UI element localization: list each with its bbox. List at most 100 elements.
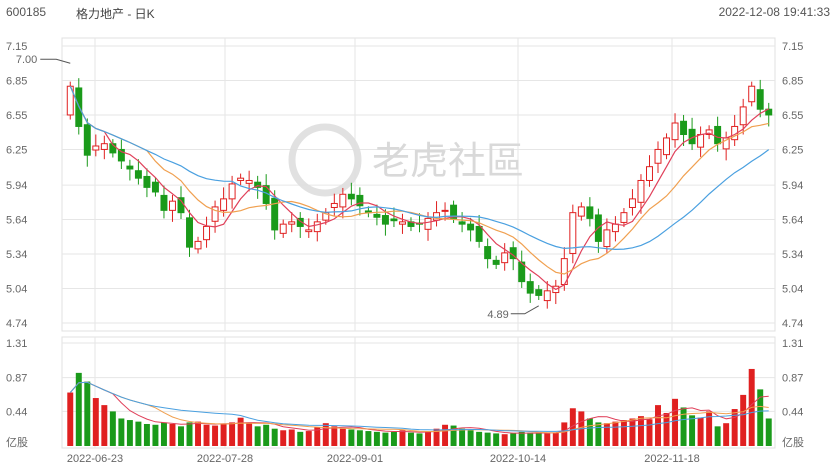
candle-body — [603, 229, 611, 248]
ma10-line — [69, 85, 769, 275]
candle-body — [186, 217, 193, 248]
candle-body — [126, 165, 134, 170]
watermark-text: 老虎社區 — [372, 139, 524, 183]
candle-body — [492, 259, 500, 265]
candle-body — [424, 217, 432, 230]
candle-body — [271, 197, 279, 231]
candle-body — [117, 148, 125, 162]
volume-bar — [697, 417, 704, 446]
candle-body — [756, 89, 764, 110]
candle-body — [143, 175, 151, 188]
volume-bar — [740, 394, 747, 446]
volume-bar — [416, 433, 423, 446]
volume-bar — [569, 408, 576, 446]
candle-body — [663, 137, 671, 156]
candle-body — [254, 181, 262, 188]
volume-bar — [178, 426, 184, 446]
candle-body — [92, 145, 100, 151]
candle-body — [714, 125, 722, 145]
candle-body — [279, 223, 287, 234]
volume-bar — [535, 433, 542, 446]
candle-body — [168, 200, 176, 211]
volume-bar — [118, 418, 125, 446]
volume-ma10-line — [69, 381, 769, 434]
volume-bar — [297, 431, 304, 446]
volume-bar — [356, 430, 363, 446]
candle-body — [83, 124, 91, 156]
candle-body — [628, 198, 636, 208]
volume-tick-left: 0.44 — [6, 406, 27, 418]
price-tick-right: 7.15 — [782, 41, 803, 53]
candle-body — [697, 134, 705, 148]
volume-bar — [229, 422, 236, 446]
price-tick-left: 5.94 — [6, 180, 27, 192]
volume-bar — [603, 423, 610, 446]
candle-body — [739, 106, 747, 126]
candle-body — [484, 246, 492, 260]
price-panel-frame — [61, 37, 776, 332]
volume-bar — [510, 433, 517, 446]
volume-bar — [612, 421, 619, 446]
volume-bar — [655, 405, 661, 446]
volume-bar — [75, 372, 82, 446]
volume-bar — [126, 420, 133, 446]
volume-bar — [220, 423, 227, 446]
candle-body — [220, 198, 228, 211]
candle-body — [160, 194, 168, 211]
candle-body — [237, 177, 245, 181]
volume-bar — [723, 423, 730, 446]
volume-bar — [339, 428, 346, 446]
date-tick: 2022-09-01 — [327, 453, 383, 465]
volume-bar — [186, 422, 193, 446]
volume-bar — [620, 420, 627, 446]
volume-bar — [493, 433, 500, 446]
candle-body — [151, 181, 159, 193]
candle-body — [356, 194, 364, 207]
candle-body — [680, 120, 688, 136]
volume-bar — [160, 422, 167, 446]
candle-body — [475, 225, 483, 242]
volume-bar — [714, 426, 721, 446]
min-marker-line — [510, 305, 540, 315]
ma20-line — [69, 85, 770, 251]
candle-body — [535, 289, 543, 296]
candle-body — [211, 206, 219, 222]
candle-body — [654, 148, 662, 164]
volume-bar — [637, 416, 644, 446]
candle-body — [458, 221, 466, 225]
volume-bar — [663, 412, 670, 446]
candle-body — [373, 213, 381, 218]
volume-bar — [382, 432, 389, 446]
candle-body — [330, 202, 338, 208]
volume-bar — [595, 422, 602, 446]
candle-body — [288, 221, 296, 225]
volume-bar — [195, 421, 202, 446]
volume-bar — [476, 431, 483, 446]
candle-body — [671, 122, 679, 141]
volume-bar — [442, 424, 449, 446]
price-tick-left: 7.15 — [6, 41, 27, 53]
volume-bar — [263, 424, 270, 446]
stock-code: 600185 — [6, 5, 47, 19]
volume-panel-frame — [61, 336, 776, 449]
volume-tick-left: 1.31 — [6, 338, 27, 350]
volume-bar — [373, 431, 380, 446]
candle-body — [705, 129, 713, 136]
volume-bar — [246, 423, 253, 446]
candle-body — [381, 215, 389, 225]
volume-bar — [399, 430, 406, 446]
chart-header: 600185 格力地产 - 日K 2022-12-08 19:41:33 — [0, 0, 840, 22]
volume-bar — [84, 381, 91, 446]
candle-body — [109, 143, 117, 154]
volume-ma20-line — [69, 381, 769, 432]
candle-body — [637, 179, 645, 203]
volume-bar — [731, 409, 738, 446]
volume-tick-right: 0.44 — [782, 406, 803, 418]
volume-bar — [757, 389, 764, 446]
price-tick-right: 6.25 — [782, 144, 803, 156]
candle-body — [501, 252, 509, 264]
candle-body — [569, 212, 577, 254]
candle-body — [748, 85, 756, 103]
candle-body — [526, 281, 534, 294]
